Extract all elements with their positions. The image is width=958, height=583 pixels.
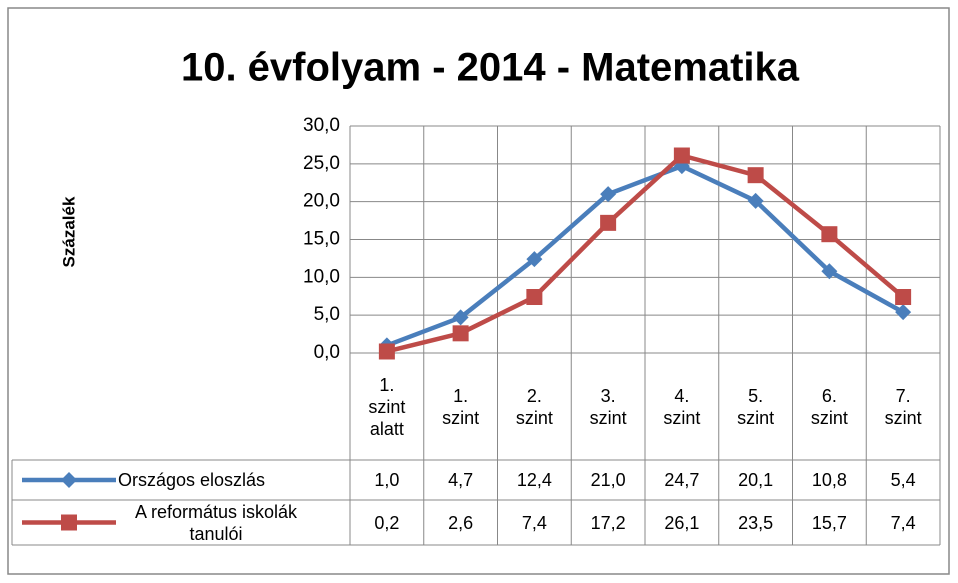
chart-title: 10. évfolyam - 2014 - Matematika: [181, 46, 800, 90]
table-value: 4,7: [424, 460, 498, 500]
series-line: [386, 153, 905, 354]
y-tick-label: 10,0: [303, 266, 340, 287]
y-tick-label: 25,0: [303, 153, 340, 174]
table-value-text: 15,7: [811, 512, 847, 533]
marker: [526, 289, 543, 306]
x-tick-label-text: 6. szint: [810, 385, 848, 428]
table-value: 7,4: [498, 500, 572, 545]
table-value-text: 17,2: [590, 512, 626, 533]
marker: [673, 147, 690, 164]
table-value: 17,2: [571, 500, 645, 545]
table-value-text: 7,4: [890, 512, 916, 533]
x-tick-label: 3. szint: [571, 355, 645, 458]
marker: [526, 251, 543, 268]
x-tick-label-text: 3. szint: [589, 385, 627, 428]
table-value-text: 4,7: [448, 470, 474, 490]
marker: [821, 263, 838, 280]
marker: [378, 343, 395, 360]
table-value: 0,2: [350, 500, 424, 545]
table-value: 10,8: [793, 460, 867, 500]
marker: [747, 192, 764, 209]
table-value-text: 20,1: [738, 470, 774, 490]
table-value: 5,4: [866, 460, 940, 500]
x-tick-label-text: 5. szint: [737, 385, 775, 428]
table-value-text: 5,4: [890, 470, 916, 490]
legend-label-text: A református iskolák tanulói: [134, 501, 298, 544]
legend-label-text: Országos eloszlás: [118, 470, 266, 490]
marker: [895, 289, 912, 306]
table-value-text: 1,0: [374, 470, 400, 490]
legend-label: A református iskolák tanulói: [116, 500, 316, 545]
table-value: 21,0: [571, 460, 645, 500]
marker: [895, 304, 912, 321]
x-tick-label-text: 1. szint: [442, 385, 480, 428]
table-value: 1,0: [350, 460, 424, 500]
marker: [821, 226, 838, 243]
legend-label: Országos eloszlás: [118, 460, 348, 500]
table-value: 12,4: [498, 460, 572, 500]
x-tick-label: 2. szint: [498, 355, 572, 458]
marker: [747, 167, 764, 184]
y-tick-label: 5,0: [314, 304, 340, 325]
x-tick-label: 5. szint: [719, 355, 793, 458]
table-value-text: 21,0: [590, 470, 626, 490]
marker: [600, 214, 617, 231]
table-value-text: 24,7: [664, 470, 700, 490]
table-value: 15,7: [793, 500, 867, 545]
table-value: 7,4: [866, 500, 940, 545]
table-value-text: 2,6: [448, 512, 474, 533]
table-value-text: 7,4: [521, 512, 547, 533]
y-axis-label: Százalék: [59, 196, 78, 267]
table-value: 20,1: [719, 460, 793, 500]
y-tick-label: 0,0: [314, 342, 340, 363]
x-tick-label: 7. szint: [866, 355, 940, 458]
table-value-text: 0,2: [374, 512, 400, 533]
table-value-text: 12,4: [516, 470, 552, 490]
x-tick-label-text: 1. szint alatt: [368, 374, 406, 439]
table-value: 24,7: [645, 460, 719, 500]
x-tick-label-text: 4. szint: [663, 385, 701, 428]
series-line: [386, 163, 905, 348]
y-tick-label: 30,0: [303, 115, 340, 136]
x-tick-label-text: 7. szint: [884, 385, 922, 428]
x-tick-label: 1. szint: [424, 355, 498, 458]
table-value-text: 26,1: [664, 512, 700, 533]
marker: [452, 325, 469, 342]
table-value-text: 10,8: [811, 470, 847, 490]
marker: [452, 309, 469, 326]
marker: [600, 186, 617, 203]
x-tick-label: 4. szint: [645, 355, 719, 458]
y-tick-label: 15,0: [303, 229, 340, 250]
x-tick-label-text: 2. szint: [515, 385, 553, 428]
x-tick-label: 1. szint alatt: [350, 355, 424, 458]
table-value-text: 23,5: [738, 512, 774, 533]
table-value: 2,6: [424, 500, 498, 545]
table-value: 26,1: [645, 500, 719, 545]
y-tick-label: 20,0: [303, 191, 340, 212]
legend-key-marker: [61, 472, 77, 488]
table-value: 23,5: [719, 500, 793, 545]
legend-key-marker: [61, 514, 77, 531]
x-tick-label: 6. szint: [793, 355, 867, 458]
